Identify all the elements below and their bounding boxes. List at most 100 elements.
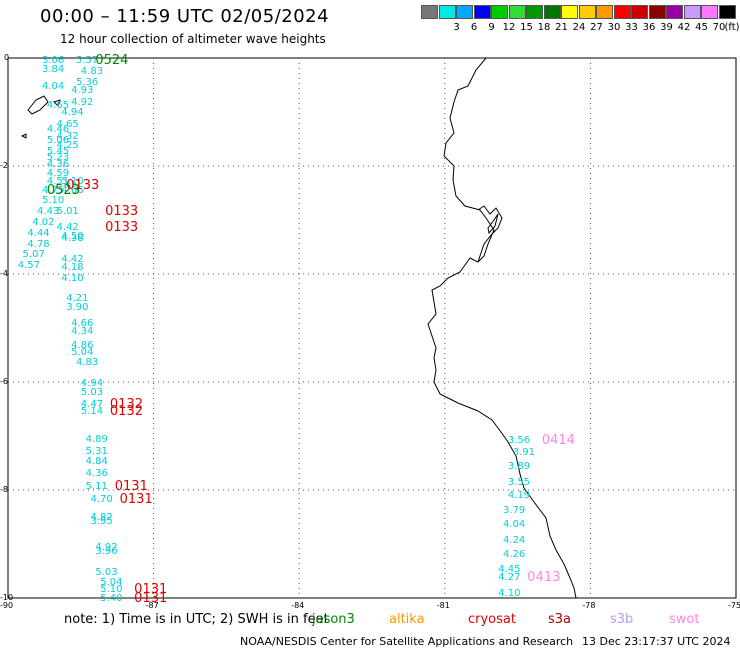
latitude-tick-label: -10 (0, 593, 14, 602)
wave-height-label: 5.36 (75, 76, 99, 88)
color-scale-label: 12 (502, 22, 516, 33)
wave-height-label: 4.75 (41, 184, 65, 196)
pass-time-label: 0133 (105, 220, 139, 236)
satellite-legend-entry: swot (669, 612, 700, 627)
color-scale-label: 33 (625, 22, 638, 33)
wave-height-label: 4.47 (80, 398, 104, 410)
wave-height-label: 4.36 (85, 467, 108, 479)
puna-island (487, 213, 499, 235)
wave-height-label: 4.51 (46, 176, 70, 188)
wave-height-label: 5.04 (100, 576, 123, 588)
wave-height-label: 4.65 (46, 100, 70, 112)
wave-height-label: 5.40 (100, 592, 123, 604)
wave-height-label: 4.83 (80, 65, 104, 77)
color-swatch (701, 5, 718, 19)
wave-height-label: 5.11 (85, 480, 108, 492)
color-scale-unit: (ft) (724, 22, 740, 33)
map-title: 00:00 – 11:59 UTC 02/05/2024 (40, 6, 330, 27)
wave-height-label: 5.06 (46, 135, 70, 146)
color-swatch (613, 5, 631, 19)
wave-height-label: 4.94 (80, 378, 104, 389)
wave-height-label: 4.57 (17, 260, 40, 272)
wave-height-label: 4.10 (498, 587, 521, 599)
wave-height-label: 5.01 (56, 206, 79, 218)
color-scale-label: 6 (470, 22, 478, 33)
color-scale-label: 39 (660, 22, 673, 33)
wave-height-label: 4.44 (27, 227, 50, 239)
wave-height-label: 4.02 (32, 217, 55, 229)
wave-height-label: 4.83 (75, 357, 99, 369)
pass-time-label: 0131 (119, 491, 153, 507)
satellite-legend-entry: s3b (610, 612, 634, 627)
wave-height-label: 5.10 (100, 584, 123, 596)
galapagos-island (27, 95, 49, 115)
timestamp-text: 13 Dec 23:17:37 UTC 2024 (582, 635, 731, 648)
color-scale-label: 3 (453, 22, 460, 33)
pass-time-label: 0523 (46, 182, 80, 198)
color-scale-label: 42 (677, 22, 691, 33)
wave-height-label: 4.89 (85, 434, 108, 446)
wave-height-label: 4.19 (507, 490, 531, 502)
coastline (427, 57, 577, 599)
longitude-tick-label: -84 (291, 601, 305, 610)
color-swatch (683, 5, 701, 19)
wave-height-label: 5.31 (85, 446, 108, 458)
wave-height-label: 3.90 (66, 302, 89, 314)
pass-time-label: 0131 (114, 478, 148, 494)
pass-time-label: 0132 (109, 404, 143, 420)
wave-height-label: 4.66 (71, 317, 94, 329)
color-swatch (543, 5, 561, 19)
footer-note: note: 1) Time is in UTC; 2) SWH is in fe… (64, 612, 329, 627)
galapagos-islet-2 (53, 99, 61, 107)
wave-height-label: 4.70 (90, 493, 113, 505)
credit-text: NOAA/NESDIS Center for Satellite Applica… (240, 635, 574, 648)
wave-height-label: 4.66 (61, 184, 84, 196)
color-scale-label: 45 (695, 22, 708, 33)
wave-height-label: 4.50 (61, 231, 84, 243)
wave-height-label: 4.84 (85, 455, 108, 467)
map-frame (7, 57, 737, 599)
color-swatch (718, 5, 736, 19)
wave-height-label: 3.56 (507, 435, 531, 447)
map-subtitle: 12 hour collection of altimeter wave hei… (60, 32, 326, 46)
pass-time-label: 0133 (105, 204, 139, 220)
latitude-tick-label: -6 (0, 377, 8, 386)
color-swatch (456, 5, 473, 19)
color-swatch (596, 5, 613, 19)
wave-height-label: 5.14 (80, 406, 104, 418)
color-scale-label: 30 (607, 22, 621, 33)
color-swatch (491, 5, 508, 19)
color-swatch (648, 5, 666, 19)
pass-time-label: 0133 (66, 178, 100, 194)
latitude-tick-label: 0 (4, 53, 10, 62)
wave-height-label: 5.03 (80, 386, 104, 398)
wave-height-label: 4.92 (95, 542, 118, 554)
wave-height-label: 4.78 (27, 238, 50, 250)
wave-height-label: 4.04 (503, 519, 526, 531)
color-swatch (421, 5, 438, 19)
color-swatch (508, 5, 526, 19)
latitude-tick-label: -8 (0, 485, 8, 494)
color-swatch (526, 5, 543, 19)
wave-height-label: 4.46 (46, 124, 70, 136)
wave-height-label: 4.38 (61, 233, 84, 245)
wave-height-label: 4.59 (46, 168, 70, 180)
wave-height-label: 4.10 (61, 273, 84, 285)
longitude-tick-label: -78 (582, 601, 596, 610)
wave-height-label: 4.86 (71, 340, 94, 352)
wave-height-label: 5.23 (46, 152, 70, 164)
wave-height-label: 4.25 (56, 140, 79, 152)
latitude-tick-label: -4 (0, 269, 8, 278)
color-swatch (578, 5, 596, 19)
wave-height-label: 5.04 (71, 346, 94, 358)
pass-time-label: 0132 (109, 396, 143, 412)
wave-height-label: 4.04 (41, 81, 65, 92)
satellite-legend-entry: altika (389, 612, 425, 627)
color-scale-label: 21 (555, 22, 568, 33)
wave-height-label: 5.57 (75, 54, 99, 66)
wave-height-label: 5.07 (22, 249, 45, 261)
color-scale-label: 9 (488, 22, 495, 33)
color-swatch (631, 5, 648, 19)
wave-height-label: 4.18 (61, 262, 84, 274)
wave-height-label: 5.10 (61, 176, 84, 188)
